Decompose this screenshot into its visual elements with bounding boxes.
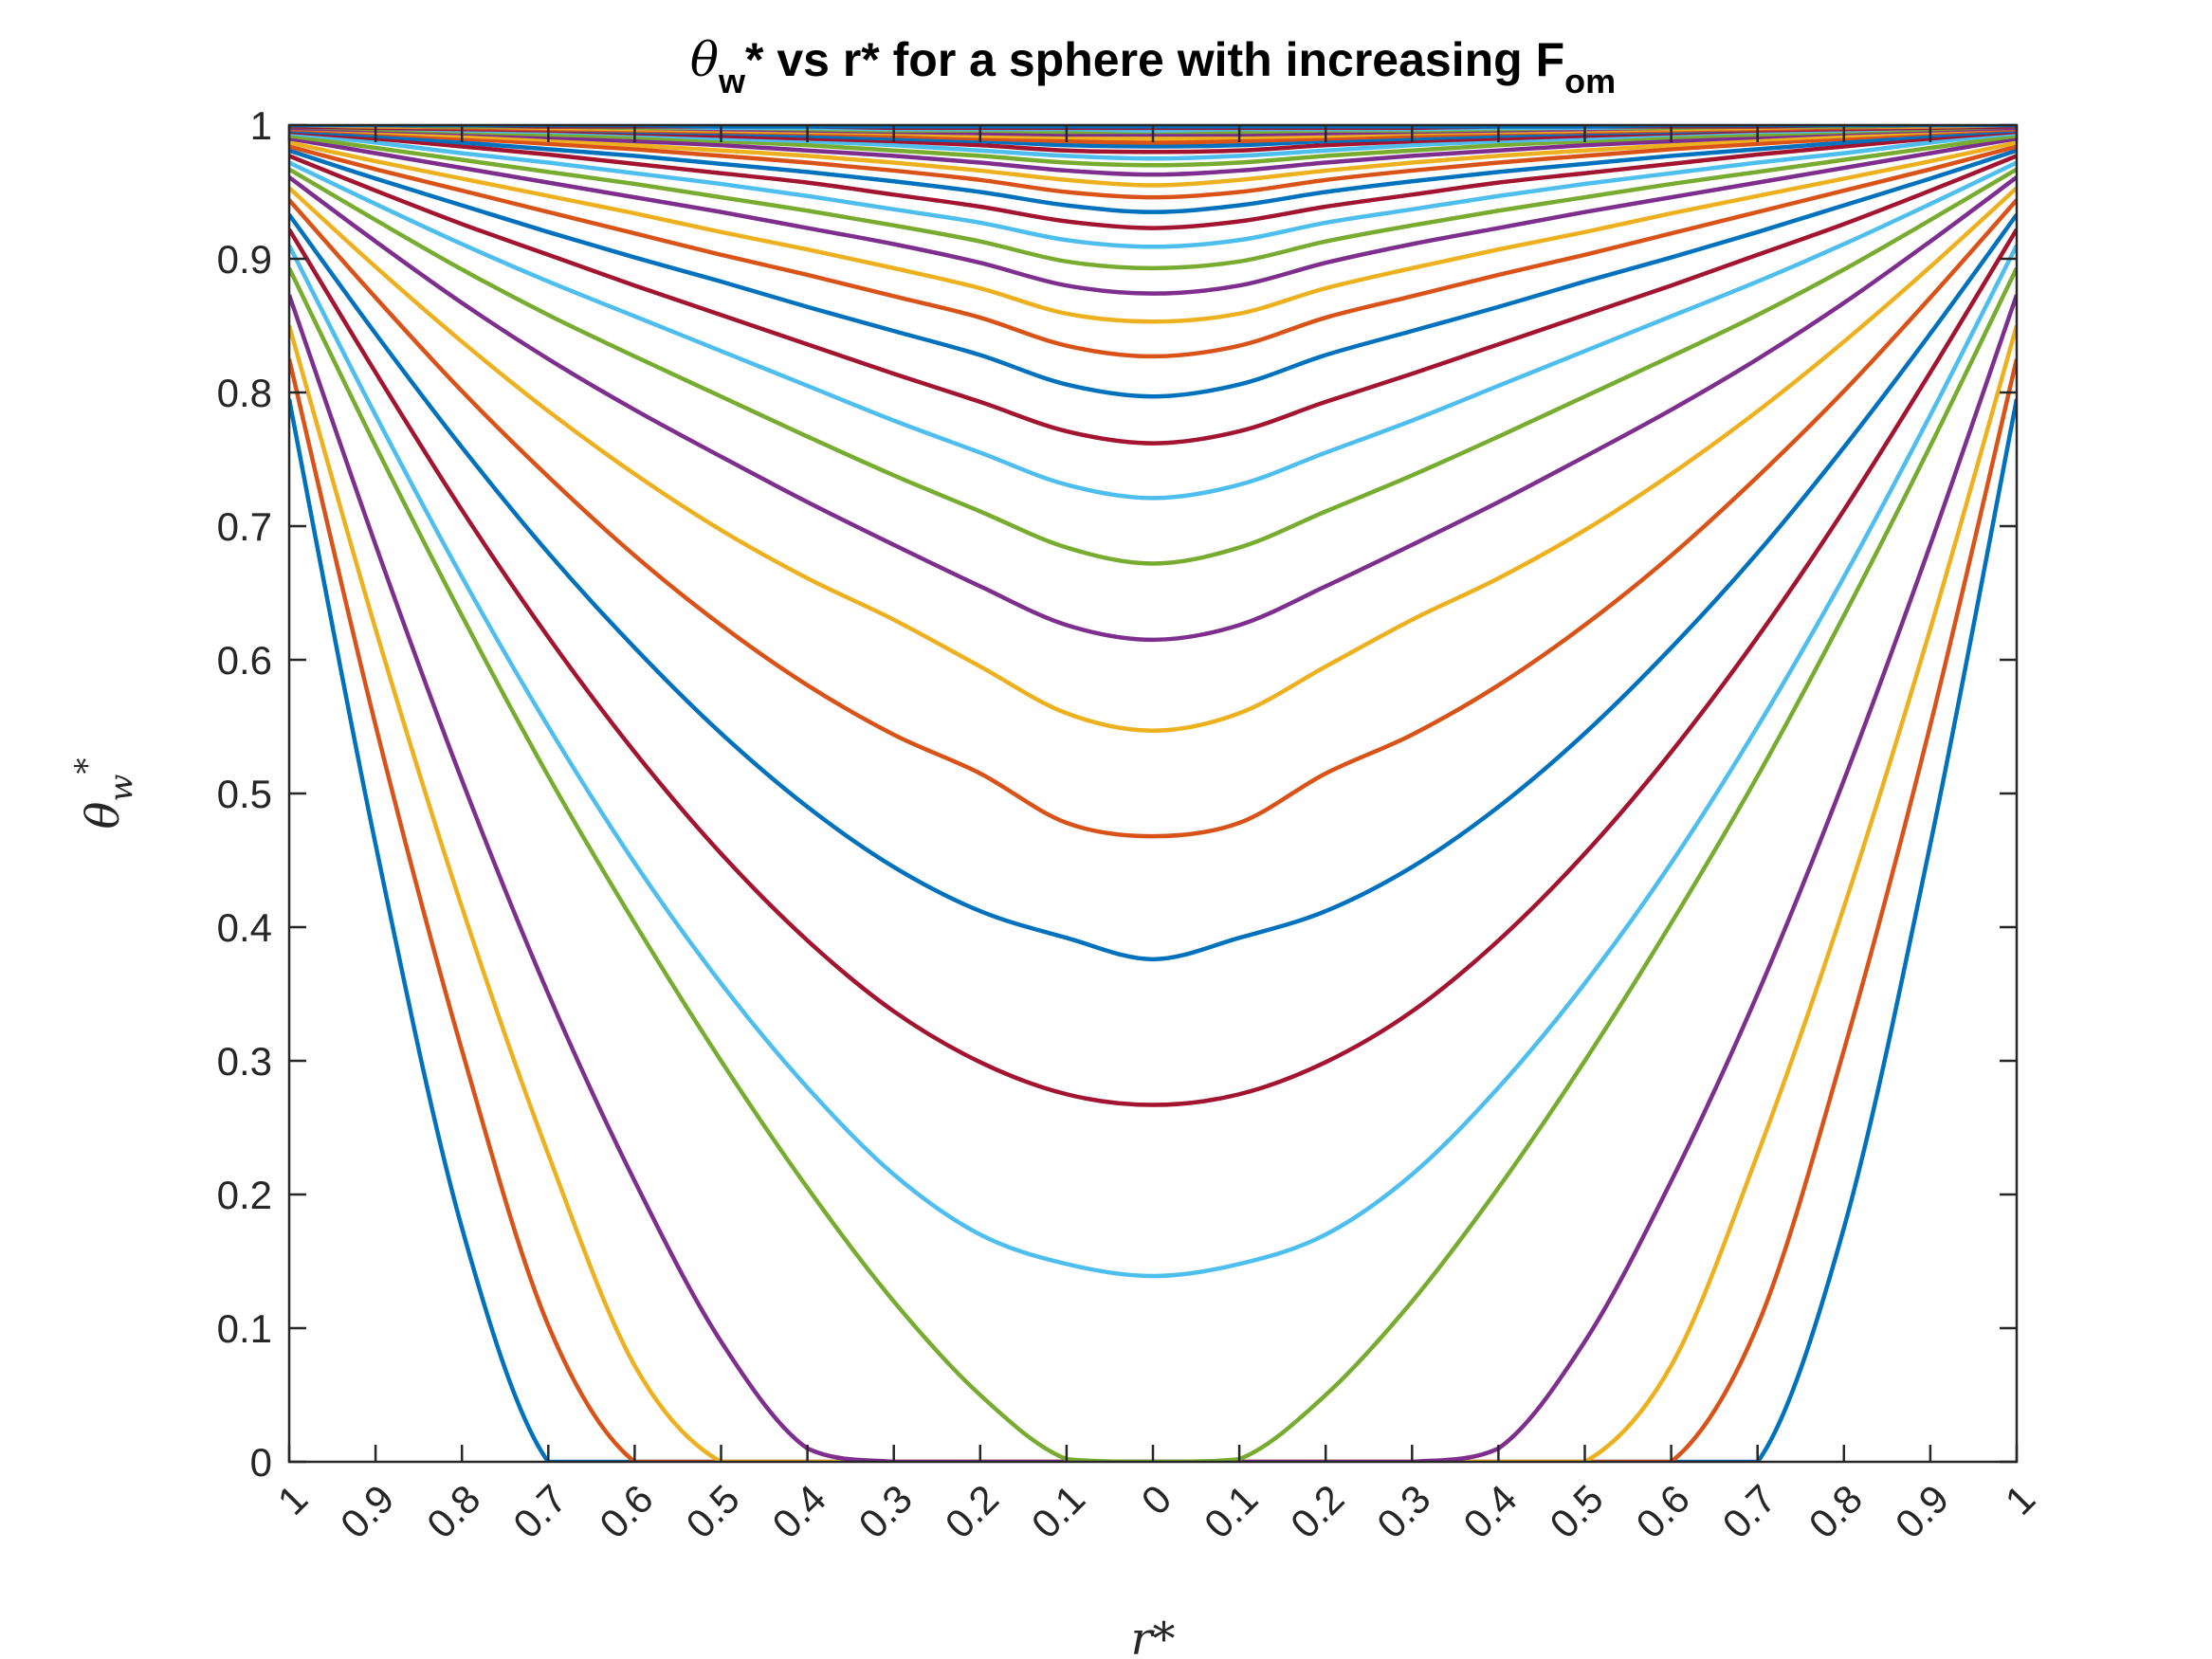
title-sub-om: om: [1564, 62, 1616, 100]
y-tick-label: 0.1: [217, 1306, 272, 1351]
y-tick-label: 0.5: [217, 772, 272, 816]
series-line-18: [289, 136, 2017, 296]
series-line-13: [289, 160, 2017, 501]
series-line-21: [289, 129, 2017, 230]
series-line-5: [289, 266, 2017, 1462]
y-tick-label: 0.9: [217, 237, 272, 282]
series-line-2: [289, 358, 2017, 1462]
series-line-10: [289, 186, 2017, 733]
y-tick-label: 0.3: [217, 1039, 272, 1084]
series-line-19: [289, 134, 2017, 271]
series-line-15: [289, 148, 2017, 399]
y-tick-label: 0.6: [217, 638, 272, 683]
chart-title: θw* vs r* for a sphere with increasing F…: [690, 32, 1616, 100]
series-line-23: [289, 126, 2017, 200]
series-line-26: [289, 125, 2017, 168]
y-tick-label: 1: [250, 103, 272, 148]
y-tick-label: 0: [250, 1440, 272, 1485]
series-line-12: [289, 167, 2017, 566]
series-line-8: [289, 213, 2017, 962]
series-line-20: [289, 131, 2017, 249]
tick-layer: [287, 123, 2019, 1464]
y-tick-label: 0.8: [217, 371, 272, 415]
series-line-6: [289, 244, 2017, 1279]
series-line-4: [289, 294, 2017, 1462]
title-main: * vs r* for a sphere with increasing F: [745, 33, 1564, 86]
series-line-11: [289, 175, 2017, 643]
title-theta: θ: [690, 32, 719, 87]
y-label-theta: θ: [77, 802, 130, 830]
series-line-24: [289, 125, 2017, 188]
series-line-14: [289, 154, 2017, 446]
series-line-22: [289, 128, 2017, 214]
y-tick-label: 0.7: [217, 504, 272, 549]
series-layer: [289, 125, 2017, 1462]
y-tick-label: 0.4: [217, 905, 272, 950]
series-line-1: [289, 398, 2017, 1462]
series-line-3: [289, 324, 2017, 1462]
series-line-7: [289, 228, 2017, 1107]
x-axis-label: r*: [1131, 1613, 1176, 1659]
y-tick-label: 0.2: [217, 1173, 272, 1217]
series-line-17: [289, 140, 2017, 324]
y-axis-label: θw*: [68, 757, 140, 829]
y-label-sub: w: [102, 774, 140, 801]
title-sub-w: w: [718, 62, 746, 100]
series-line-9: [289, 198, 2017, 839]
series-line-16: [289, 144, 2017, 359]
series-line-25: [289, 125, 2017, 177]
y-label-sup: *: [68, 757, 106, 774]
